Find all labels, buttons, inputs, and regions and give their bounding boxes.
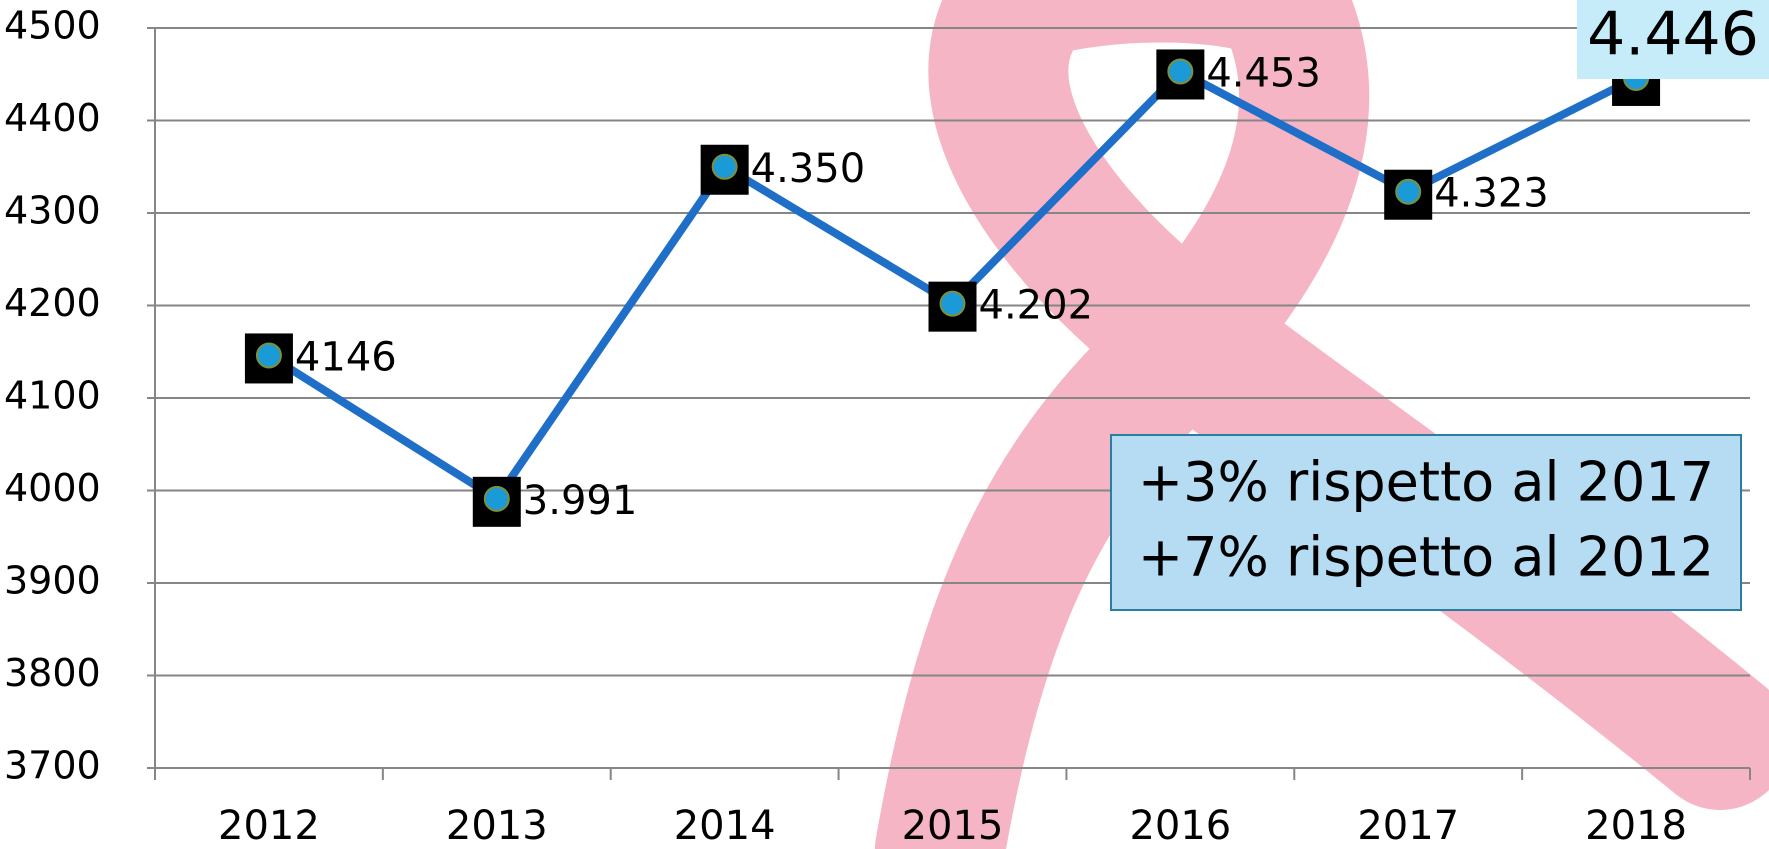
x-tick-label: 2014 <box>674 803 776 849</box>
y-tick-label: 3900 <box>4 559 101 603</box>
y-tick-label: 3700 <box>4 744 101 788</box>
y-tick-label: 4200 <box>4 281 101 325</box>
marker <box>941 292 965 316</box>
marker <box>713 155 737 179</box>
x-tick-label: 2015 <box>902 803 1004 849</box>
value-label: 3.991 <box>523 478 638 524</box>
value-label: 4.446 <box>1587 0 1759 70</box>
x-tick-label: 2013 <box>446 803 548 849</box>
y-tick-label: 4300 <box>4 189 101 233</box>
value-label: 4.453 <box>1206 50 1321 96</box>
ribbon-background <box>940 0 1720 849</box>
marker <box>1396 180 1420 204</box>
value-label: 4.202 <box>979 283 1094 329</box>
value-label: 4146 <box>295 334 397 380</box>
annotation: +3% rispetto al 2017 <box>1138 451 1714 514</box>
marker <box>1168 59 1192 83</box>
y-tick-label: 4000 <box>4 466 101 510</box>
chart: 3700 3800 3900 4000 4100 4200 4300 4400 4500 2012… <box>0 0 1769 849</box>
x-tick-label: 2018 <box>1585 803 1687 849</box>
value-label: 4.350 <box>751 146 866 192</box>
marker <box>257 343 281 367</box>
x-tick-label: 2012 <box>218 803 320 849</box>
annotation: +7% rispetto al 2012 <box>1138 526 1714 589</box>
marker <box>485 487 509 511</box>
x-tick-label: 2017 <box>1357 803 1459 849</box>
value-label: 4.323 <box>1434 171 1549 217</box>
y-tick-label: 4100 <box>4 374 101 418</box>
y-tick-label: 4400 <box>4 96 101 140</box>
y-tick-label: 3800 <box>4 651 101 695</box>
x-tick-label: 2016 <box>1129 803 1231 849</box>
y-tick-label: 4500 <box>4 4 101 48</box>
